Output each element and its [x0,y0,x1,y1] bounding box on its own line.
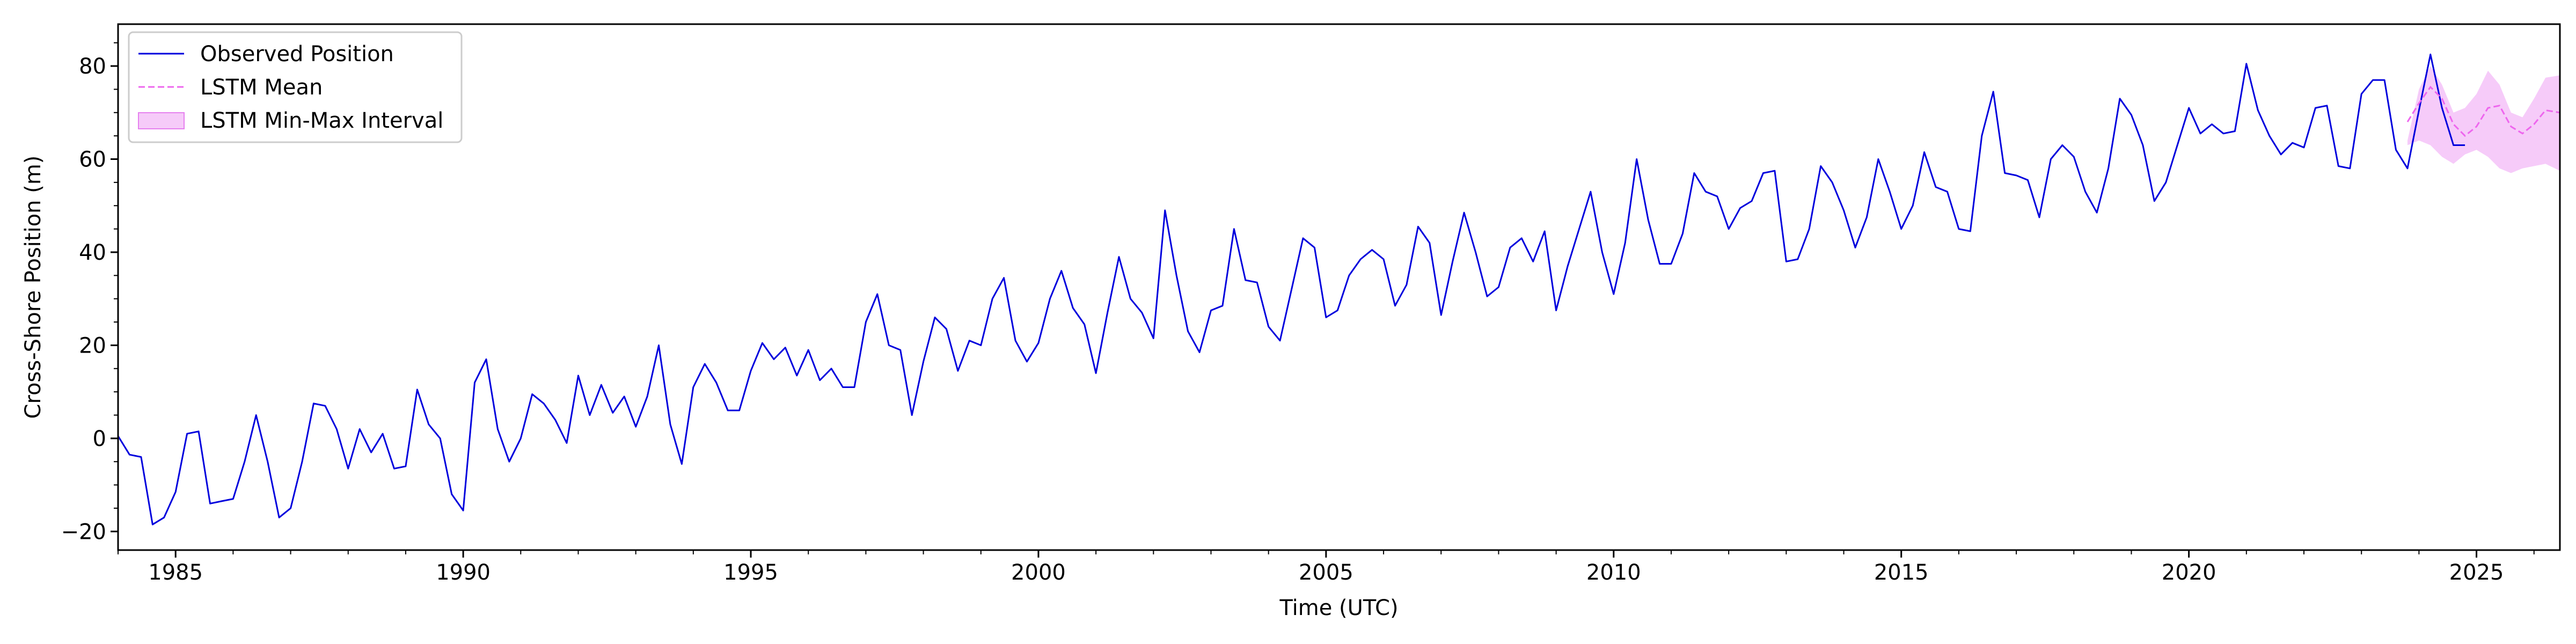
y-tick-label: 40 [79,240,106,265]
x-tick-label: 2000 [1011,560,1066,585]
x-tick-label: 1995 [723,560,778,585]
observed-position-line [117,53,2465,525]
x-tick-label: 1990 [436,560,491,585]
legend-lstm-band-label: LSTM Min-Max Interval [200,108,443,133]
x-tick-label: 2025 [2449,560,2504,585]
legend-lstm-mean-label: LSTM Mean [200,75,323,100]
x-tick-label: 2015 [1874,560,1929,585]
x-tick-label: 2005 [1299,560,1353,585]
y-tick-label: 80 [79,54,106,79]
y-tick-label: 60 [79,148,106,172]
x-axis-ticks: 1985 1990 1995 2000 2005 2010 2015 2020 2025 [118,550,2535,585]
x-tick-label: 2010 [1586,560,1641,585]
x-tick-label: 2020 [2162,560,2216,585]
lstm-min-max-band [2407,66,2560,173]
y-axis-ticks: −20 0 20 40 60 80 [61,42,118,544]
lstm-mean-line [2406,85,2560,137]
legend-lstm-band-swatch [138,112,185,129]
legend-box [128,31,463,143]
legend-observed-label: Observed Position [200,42,394,67]
y-tick-label: 0 [93,427,106,451]
y-tick-label: 20 [79,333,106,358]
legend: Observed Position LSTM Mean LSTM Min-Max… [128,31,463,143]
y-tick-label: −20 [61,519,106,544]
x-axis-title: Time (UTC) [1279,596,1398,620]
plot-frame [117,23,2561,551]
y-axis-title: Cross-Shore Position (m) [21,156,46,419]
x-tick-label: 1985 [148,560,203,585]
